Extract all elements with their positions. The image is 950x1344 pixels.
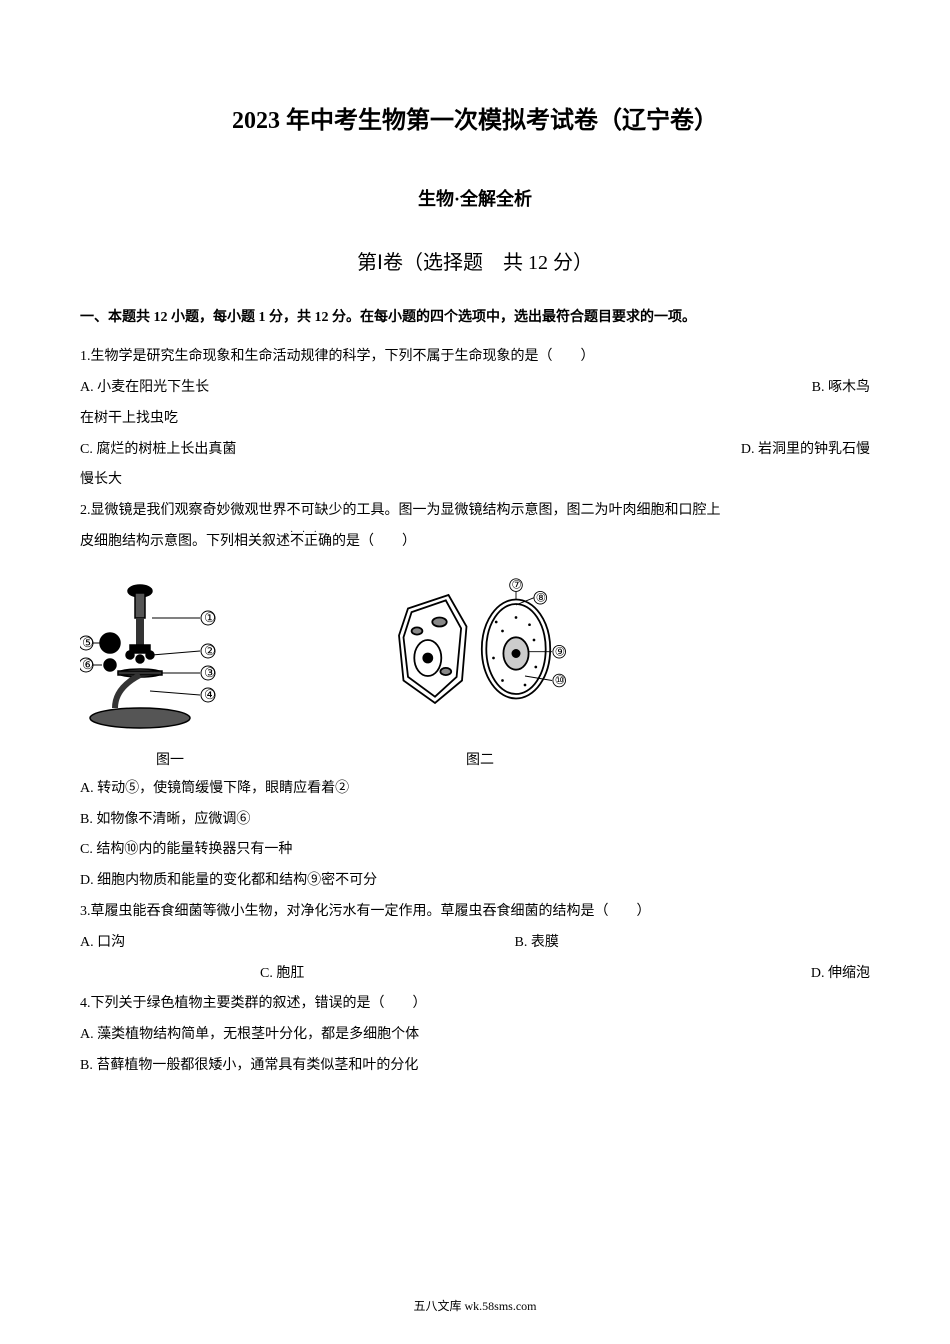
figure-2-block: ⑦ ⑧ ⑨ ⑩ 图二: [390, 573, 570, 769]
label-6: ⑥: [82, 657, 94, 672]
q2-option-d: D. 细胞内物质和能量的变化都和结构⑨密不可分: [80, 866, 870, 897]
label-10: ⑩: [555, 674, 565, 687]
label-1: ①: [204, 610, 216, 625]
figure-1-block: ⑤ ⑥ ① ② ③ ④ 图一: [80, 573, 260, 769]
q2-option-a: A. 转动⑤，使镜筒缓慢下降，眼睛应看着②: [80, 774, 870, 805]
q2-text-p2c: 的是（ ）: [332, 534, 416, 549]
q1-option-b: B. 啄木鸟: [812, 373, 870, 404]
q1-option-d-cont: 慢长大: [80, 465, 870, 496]
label-7: ⑦: [512, 578, 522, 591]
exam-title: 2023 年中考生物第一次模拟考试卷（辽宁卷）: [80, 100, 870, 135]
q2-option-c: C. 结构⑩内的能量转换器只有一种: [80, 835, 870, 866]
label-9: ⑨: [555, 645, 565, 658]
figure-1-label: 图一: [156, 749, 184, 769]
label-3: ③: [204, 665, 216, 680]
section-part1: 第Ⅰ卷（选择题 共 12 分）: [80, 246, 870, 275]
section-instructions: 一、本题共 12 小题，每小题 1 分，共 12 分。在每小题的四个选项中，选出…: [80, 305, 870, 330]
q3-option-a: A. 口沟: [80, 928, 515, 959]
q4-text: 4.下列关于绿色植物主要类群的叙述，错误的是（ ）: [80, 989, 870, 1020]
label-2: ②: [204, 643, 216, 658]
q3-text: 3.草履虫能吞食细菌等微小生物，对净化污水有一定作用。草履虫吞食细菌的结构是（ …: [80, 897, 870, 928]
q2-text-p1: 2.显微镜是我们观察奇妙微观世界不可缺少的工具。图一为显微镜结构示意图，图二为叶…: [80, 496, 870, 527]
q2-text-p2a: 皮细胞结构示意图。下列相关叙述: [80, 534, 290, 549]
figures-row: ⑤ ⑥ ① ② ③ ④ 图一: [80, 573, 870, 769]
q4-option-b: B. 苔藓植物一般都很矮小，通常具有类似茎和叶的分化: [80, 1051, 870, 1082]
q2-option-b: B. 如物像不清晰，应微调⑥: [80, 805, 870, 836]
cells-diagram: ⑦ ⑧ ⑨ ⑩: [390, 573, 570, 743]
q4-option-a: A. 藻类植物结构简单，无根茎叶分化，都是多细胞个体: [80, 1020, 870, 1051]
q1-option-b-cont: 在树干上找虫吃: [80, 404, 870, 435]
q2-text-p2b: 不正确: [290, 534, 332, 549]
q3-option-c: C. 胞肛: [260, 959, 304, 990]
microscope-diagram: ⑤ ⑥ ① ② ③ ④: [80, 573, 260, 743]
q1-option-a: A. 小麦在阳光下生长: [80, 373, 209, 404]
q1-text: 1.生物学是研究生命现象和生命活动规律的科学，下列不属于生命现象的是（ ）: [80, 342, 870, 373]
page-footer: 五八文库 wk.58sms.com: [0, 1297, 950, 1314]
figure-2-label: 图二: [466, 749, 494, 769]
label-5: ⑤: [82, 635, 94, 650]
q1-option-c: C. 腐烂的树桩上长出真菌: [80, 435, 236, 466]
subtitle-subject: 生物·全解全析: [80, 185, 870, 211]
q1-option-d: D. 岩洞里的钟乳石慢: [741, 435, 870, 466]
q3-option-b: B. 表膜: [515, 928, 871, 959]
label-4: ④: [204, 687, 216, 702]
q3-option-d: D. 伸缩泡: [811, 959, 870, 990]
q2-text-p2: 皮细胞结构示意图。下列相关叙述不正确的是（ ）: [80, 527, 870, 558]
label-8: ⑧: [536, 591, 546, 604]
